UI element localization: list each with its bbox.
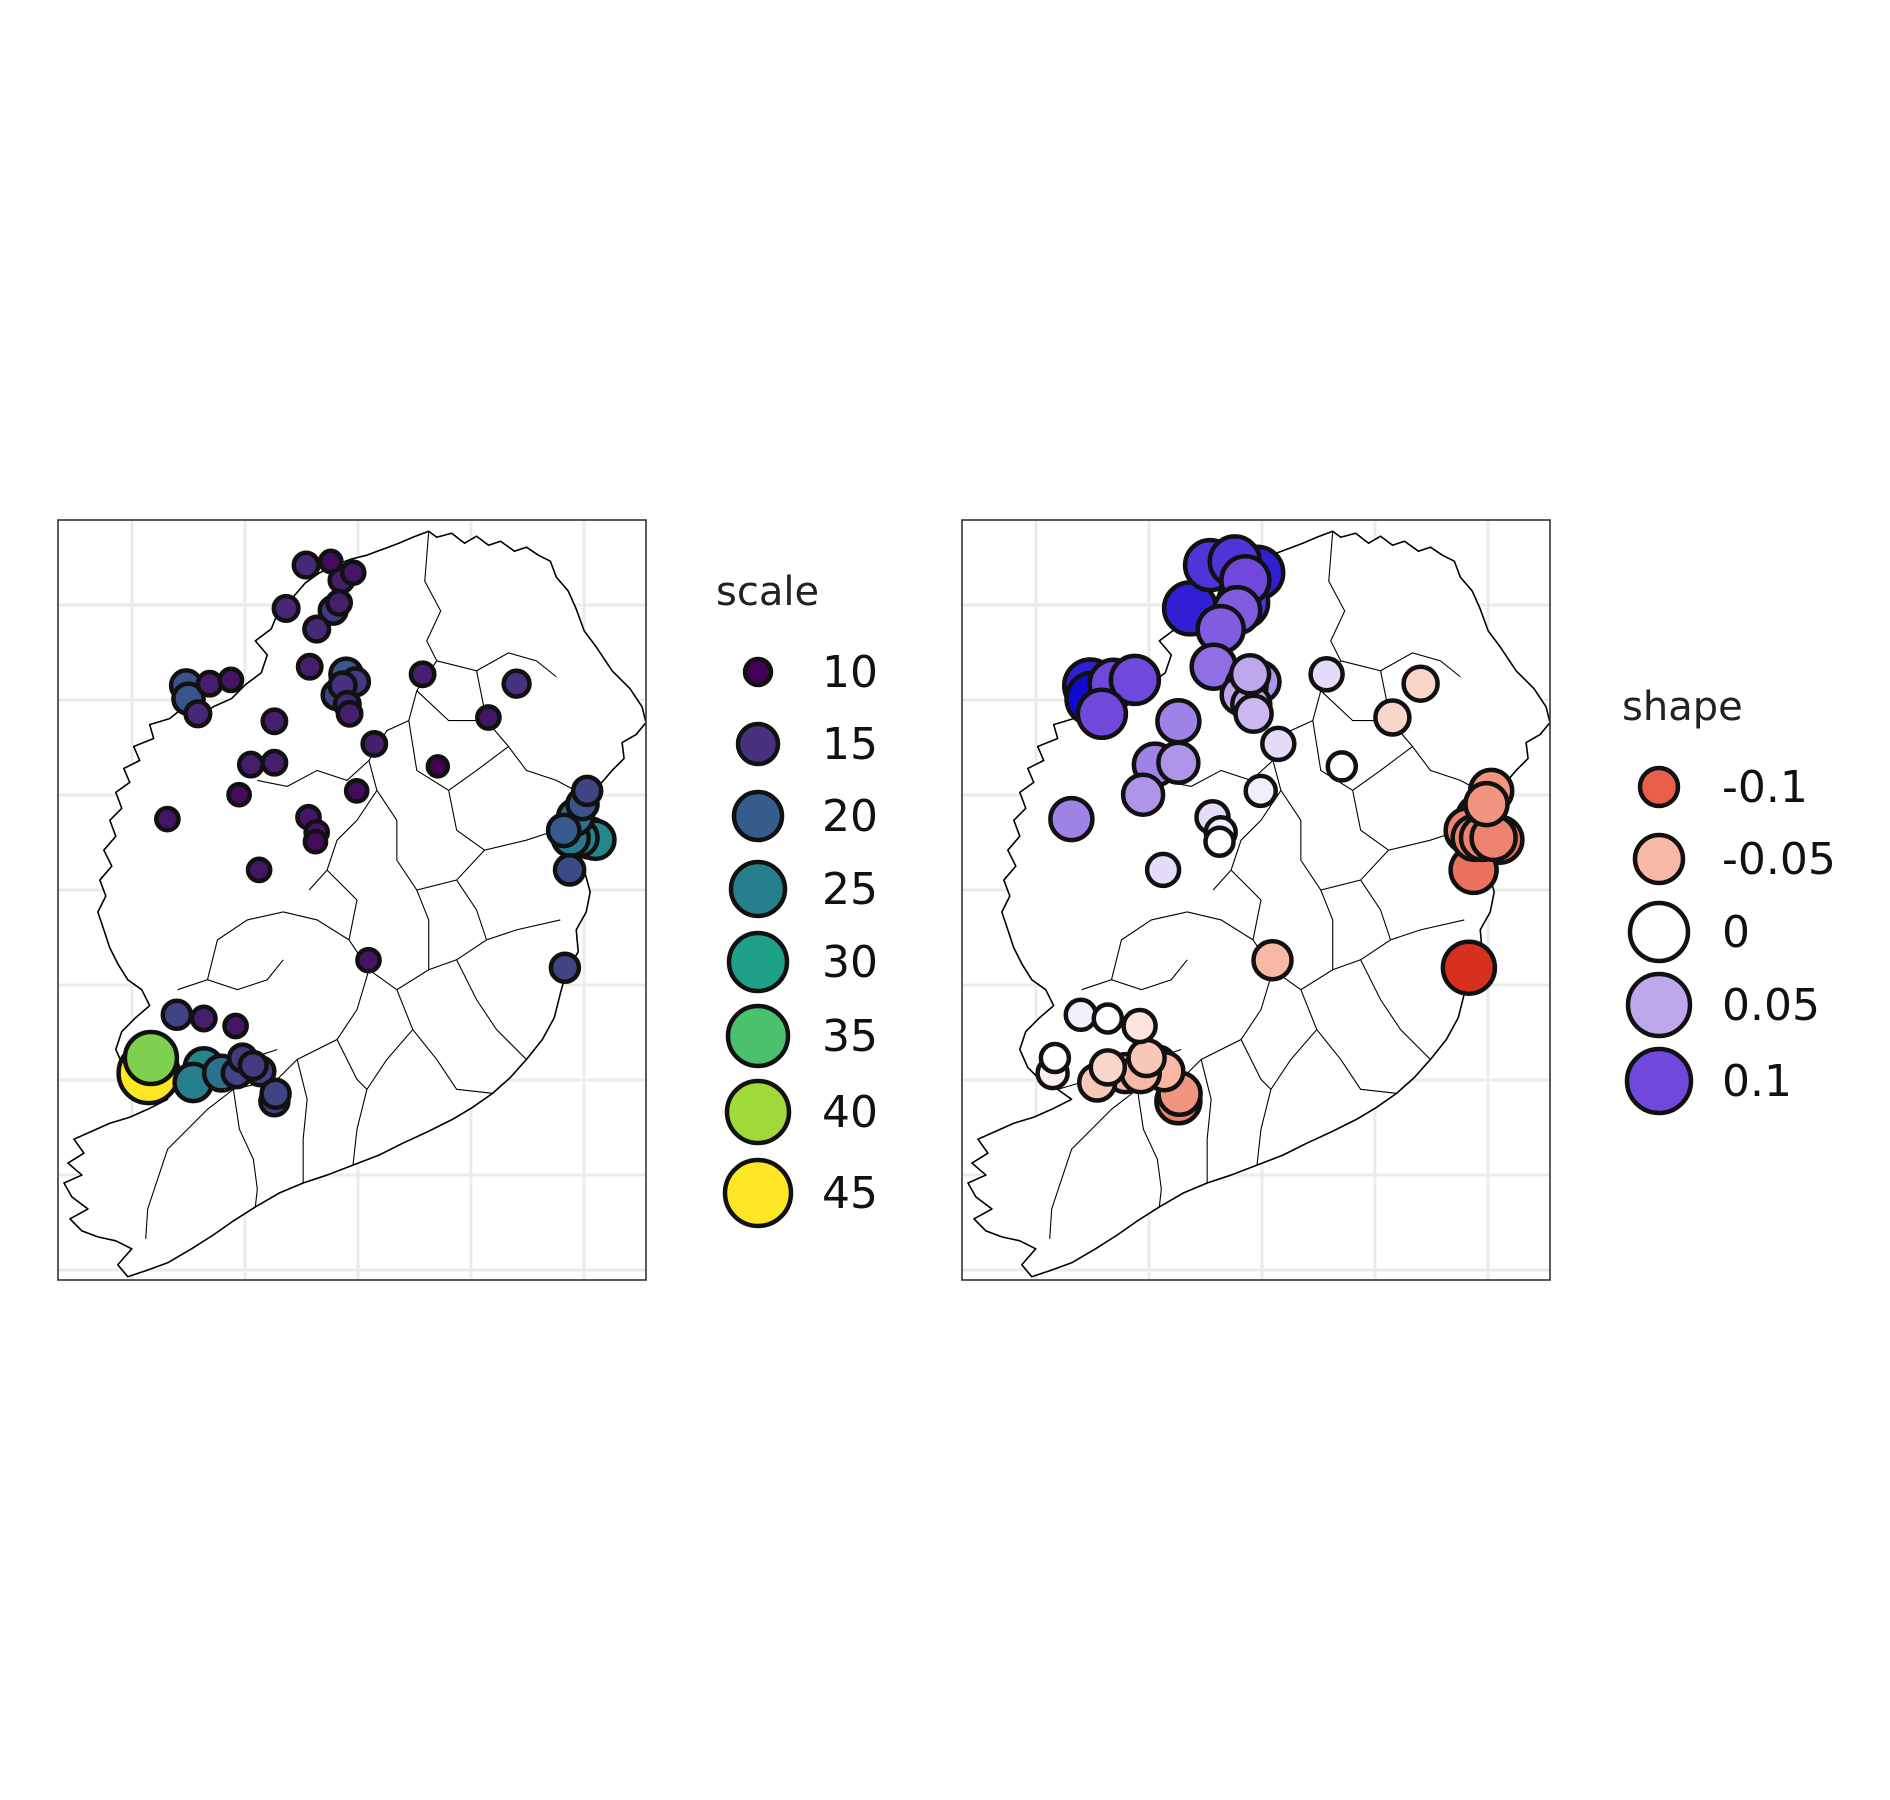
station-point: [360, 729, 389, 758]
legend-scale: scale 10 15 20 25 30 35 40 45: [716, 569, 878, 1229]
legend-label: 35: [822, 1011, 878, 1062]
station-point: [317, 548, 344, 575]
legend-key: [1625, 971, 1693, 1039]
station-point: [552, 853, 587, 887]
station-point: [1243, 773, 1278, 809]
legend-label: 40: [822, 1087, 878, 1138]
station-point: [1251, 938, 1294, 982]
station-point: [1260, 725, 1297, 763]
legend-label: 10: [822, 647, 878, 698]
legend-key: [1637, 765, 1681, 809]
station-point: [259, 1077, 292, 1111]
station-point: [1440, 939, 1498, 996]
station-point: [1120, 772, 1166, 817]
station-point: [160, 998, 194, 1032]
station-point: [1401, 664, 1440, 703]
panel-border: [57, 519, 647, 1281]
station-point: [271, 593, 301, 623]
legend-key: [1632, 832, 1686, 886]
station-point: [325, 588, 354, 617]
station-point: [343, 778, 370, 804]
legend-title: scale: [716, 569, 819, 615]
station-point: [1156, 740, 1201, 785]
legend-label: 25: [822, 864, 878, 915]
legend-key: [742, 656, 774, 688]
station-point: [570, 774, 604, 808]
station-point: [501, 668, 532, 699]
legend-label: 30: [822, 937, 878, 988]
station-point: [1121, 1007, 1158, 1045]
station-point: [1308, 656, 1345, 693]
station-point: [260, 748, 289, 777]
station-point: [1091, 1002, 1125, 1035]
station-point: [295, 652, 324, 681]
station-point: [1463, 780, 1510, 828]
station-point: [122, 1029, 180, 1087]
legend-key: [735, 721, 781, 767]
station-point: [1038, 1041, 1072, 1075]
station-point: [183, 699, 213, 729]
legend-label: 45: [822, 1168, 878, 1219]
station-point: [1075, 687, 1129, 741]
legend-key: [1624, 1046, 1694, 1116]
legend-label: 15: [822, 719, 878, 770]
panel-border: [961, 519, 1551, 1281]
station-point: [237, 1049, 269, 1082]
station-point: [1108, 653, 1162, 707]
station-point: [548, 951, 582, 984]
station-point: [1088, 1048, 1128, 1087]
station-point: [1325, 750, 1359, 783]
legend-key: [1627, 900, 1691, 964]
legend-label: 20: [822, 791, 878, 842]
station-point: [195, 669, 224, 698]
station-markers: [1035, 534, 1525, 1126]
station-point: [291, 550, 321, 580]
station-point: [226, 781, 252, 808]
legend-key: [724, 1078, 792, 1146]
station-point: [425, 754, 451, 779]
station-point: [1063, 997, 1099, 1033]
station-point: [339, 559, 367, 587]
station-point: [189, 1004, 218, 1033]
legend-label: -0.05: [1722, 834, 1836, 885]
station-point: [302, 614, 332, 644]
station-point: [217, 666, 245, 694]
station-point: [475, 704, 502, 731]
legend-key: [722, 1157, 794, 1229]
map-panel-scale: [57, 519, 647, 1281]
station-point: [154, 805, 181, 833]
legend-title: shape: [1622, 684, 1743, 730]
legend-label: 0.1: [1722, 1056, 1792, 1107]
legend-label: 0.05: [1722, 980, 1820, 1031]
legend-label: 0: [1722, 907, 1750, 958]
station-point: [545, 812, 582, 849]
map-panel-shape: [961, 519, 1551, 1281]
legend-shape: shape -0.1 -0.05 0 0.05 0.1: [1622, 684, 1836, 1116]
legend-key: [728, 859, 788, 919]
station-point: [245, 856, 273, 884]
station-point: [408, 660, 437, 689]
station-point: [1233, 693, 1274, 735]
station-point: [1228, 653, 1272, 696]
station-point: [335, 699, 364, 728]
station-point: [1373, 698, 1412, 737]
station-point: [1203, 825, 1236, 858]
station-point: [1126, 1037, 1167, 1079]
station-point: [260, 707, 289, 736]
legend-key: [731, 789, 785, 843]
legend-key: [726, 930, 790, 994]
station-point: [1144, 851, 1182, 889]
legend-key: [725, 1003, 791, 1069]
station-point: [302, 828, 329, 855]
station-point: [236, 750, 265, 779]
station-point: [1048, 795, 1095, 843]
station-point: [222, 1012, 249, 1040]
station-point: [1155, 698, 1202, 745]
legend-label: -0.1: [1722, 762, 1808, 813]
station-point: [355, 946, 382, 974]
station-markers: [116, 548, 617, 1118]
